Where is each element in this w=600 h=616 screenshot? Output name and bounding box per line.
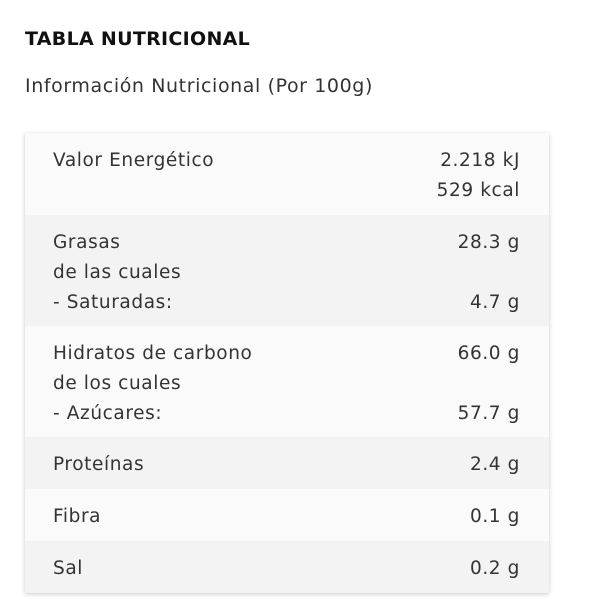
row-value: 66.0 g 57.7 g	[458, 339, 520, 437]
row-label: Grasas de las cuales - Saturadas:	[53, 228, 181, 326]
table-row-protein: Proteínas 2.4 g	[25, 437, 549, 489]
value-line: 66.0 g	[457, 343, 520, 364]
value-line: 2.218 kJ	[440, 150, 520, 171]
table-row-fat: Grasas de las cuales - Saturadas: 28.3 g…	[25, 215, 549, 326]
page-title: TABLA NUTRICIONAL	[25, 28, 251, 50]
label-line: Sal	[53, 558, 84, 579]
value-line: 28.3 g	[457, 232, 520, 253]
table-row-fibre: Fibra 0.1 g	[25, 489, 549, 541]
row-value: 28.3 g 4.7 g	[458, 228, 520, 326]
row-value: 2.4 g	[470, 450, 520, 489]
value-line	[458, 369, 520, 399]
value-line: 0.1 g	[469, 506, 520, 527]
page-subtitle: Información Nutricional (Por 100g)	[25, 75, 373, 97]
table-row-energy: Valor Energético 2.218 kJ 529 kcal	[25, 133, 549, 215]
value-line: 4.7 g	[469, 292, 520, 313]
row-label: Hidratos de carbono de los cuales - Azúc…	[53, 339, 252, 437]
row-label: Sal	[53, 554, 83, 593]
label-line: Grasas	[53, 232, 121, 253]
value-line	[458, 258, 520, 288]
label-line: de las cuales	[53, 262, 182, 283]
row-value: 0.1 g	[470, 502, 520, 541]
value-line: 2.4 g	[469, 454, 520, 475]
label-line: Fibra	[53, 506, 102, 527]
nutrition-table: Valor Energético 2.218 kJ 529 kcal Grasa…	[25, 133, 549, 593]
row-label: Proteínas	[53, 450, 144, 489]
table-row-carbohydrates: Hidratos de carbono de los cuales - Azúc…	[25, 326, 549, 437]
label-line: Valor Energético	[53, 150, 215, 171]
row-label: Valor Energético	[53, 146, 214, 215]
row-label: Fibra	[53, 502, 101, 541]
table-row-salt: Sal 0.2 g	[25, 541, 549, 593]
value-line: 0.2 g	[469, 558, 520, 579]
value-line: 57.7 g	[457, 403, 520, 424]
label-line: Proteínas	[53, 454, 145, 475]
row-value: 2.218 kJ 529 kcal	[437, 146, 520, 215]
label-line: - Azúcares:	[53, 403, 163, 424]
value-line: 529 kcal	[436, 180, 520, 201]
row-value: 0.2 g	[470, 554, 520, 593]
label-line: Hidratos de carbono	[53, 343, 253, 364]
label-line: de los cuales	[53, 373, 182, 394]
label-line: - Saturadas:	[53, 292, 173, 313]
